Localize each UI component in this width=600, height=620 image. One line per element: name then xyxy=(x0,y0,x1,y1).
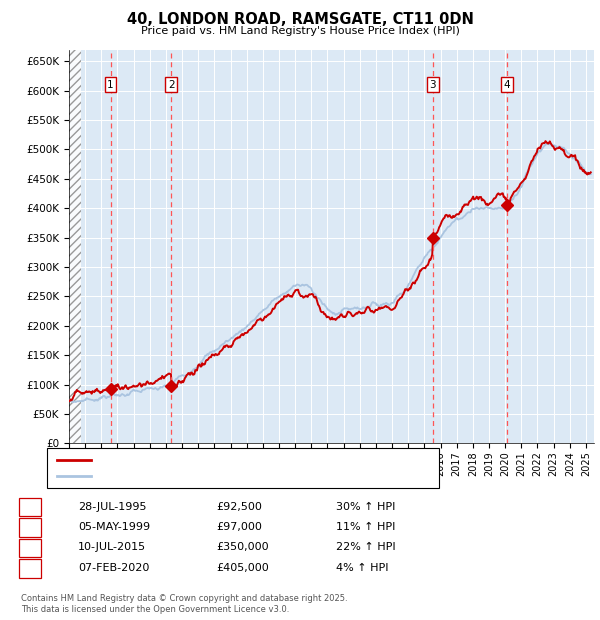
Text: £350,000: £350,000 xyxy=(216,542,269,552)
Text: 4: 4 xyxy=(503,80,510,90)
Bar xyxy=(69,32,81,443)
Text: 2: 2 xyxy=(168,80,175,90)
Text: 10-JUL-2015: 10-JUL-2015 xyxy=(78,542,146,552)
Text: 22% ↑ HPI: 22% ↑ HPI xyxy=(336,542,395,552)
Text: £97,000: £97,000 xyxy=(216,522,262,532)
Text: 07-FEB-2020: 07-FEB-2020 xyxy=(78,563,149,573)
Text: 1: 1 xyxy=(107,80,114,90)
Text: 30% ↑ HPI: 30% ↑ HPI xyxy=(336,502,395,512)
Text: 3: 3 xyxy=(26,542,34,552)
Text: 40, LONDON ROAD, RAMSGATE, CT11 0DN: 40, LONDON ROAD, RAMSGATE, CT11 0DN xyxy=(127,12,473,27)
Text: £92,500: £92,500 xyxy=(216,502,262,512)
Text: HPI: Average price, detached house, Thanet: HPI: Average price, detached house, Than… xyxy=(97,471,326,481)
Text: Contains HM Land Registry data © Crown copyright and database right 2025.
This d: Contains HM Land Registry data © Crown c… xyxy=(21,595,347,614)
Text: 05-MAY-1999: 05-MAY-1999 xyxy=(78,522,150,532)
Text: 4: 4 xyxy=(26,563,34,573)
Text: 11% ↑ HPI: 11% ↑ HPI xyxy=(336,522,395,532)
Text: 2: 2 xyxy=(26,522,34,532)
Text: £405,000: £405,000 xyxy=(216,563,269,573)
Text: 28-JUL-1995: 28-JUL-1995 xyxy=(78,502,146,512)
Text: 40, LONDON ROAD, RAMSGATE, CT11 0DN (detached house): 40, LONDON ROAD, RAMSGATE, CT11 0DN (det… xyxy=(97,455,413,465)
Text: 3: 3 xyxy=(430,80,436,90)
Text: 4% ↑ HPI: 4% ↑ HPI xyxy=(336,563,389,573)
Text: Price paid vs. HM Land Registry's House Price Index (HPI): Price paid vs. HM Land Registry's House … xyxy=(140,26,460,36)
Text: 1: 1 xyxy=(26,502,34,512)
